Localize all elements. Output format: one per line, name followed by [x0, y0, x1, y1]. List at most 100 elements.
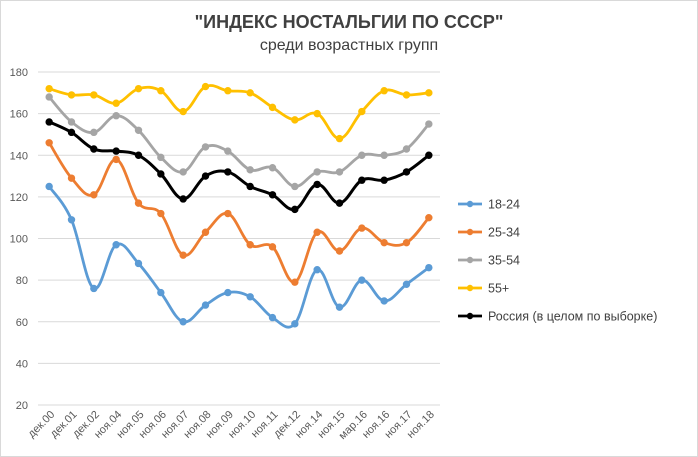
data-point — [224, 288, 232, 297]
data-point — [291, 182, 299, 191]
data-point — [246, 241, 254, 249]
data-point — [45, 118, 53, 126]
data-point — [380, 87, 388, 95]
data-point — [112, 112, 120, 120]
data-point — [201, 143, 210, 151]
data-point — [112, 241, 120, 249]
legend-swatch-marker — [466, 312, 474, 320]
data-point — [268, 164, 277, 172]
data-point — [45, 93, 53, 101]
data-point — [90, 91, 98, 99]
legend-swatch-marker — [466, 228, 474, 236]
data-point — [67, 91, 76, 99]
chart-title: "ИНДЕКС НОСТАЛЬГИИ ПО СССР" — [194, 12, 504, 32]
data-point — [157, 153, 165, 162]
data-point — [313, 180, 321, 189]
legend-label: 18-24 — [488, 198, 520, 212]
data-point — [380, 238, 388, 247]
data-point — [358, 276, 366, 284]
data-point — [313, 109, 321, 118]
data-point — [134, 199, 143, 207]
series-4 — [45, 82, 433, 143]
legend-label: 55+ — [488, 282, 509, 296]
data-point — [179, 195, 187, 203]
data-point — [425, 89, 433, 97]
legend-item: Россия (в целом по выборке) — [458, 310, 657, 324]
data-point — [268, 243, 277, 251]
legend-swatch-marker — [466, 200, 474, 208]
data-point — [268, 313, 277, 322]
legend-label: 25-34 — [488, 226, 520, 240]
legend-swatch-marker — [466, 284, 474, 292]
data-point — [112, 147, 120, 155]
legend-label: Россия (в целом по выборке) — [488, 310, 657, 324]
data-point — [201, 228, 210, 236]
series-1 — [45, 182, 433, 329]
data-point — [67, 128, 76, 137]
data-point — [402, 280, 411, 288]
data-point — [112, 99, 120, 107]
data-point — [380, 297, 388, 305]
data-point — [45, 139, 53, 147]
series-line — [47, 185, 431, 329]
data-point — [134, 151, 143, 159]
data-point — [313, 266, 321, 274]
data-point — [335, 303, 344, 311]
legend-swatch-marker — [466, 256, 474, 264]
legend: 18-24 25-34 35-54 55+ Россия (в целом по выб… — [458, 198, 657, 324]
y-tick-label: 20 — [16, 400, 28, 412]
series-line — [47, 141, 431, 284]
series-line — [47, 84, 431, 140]
data-point — [201, 82, 210, 91]
x-axis: дек.00дек.01дек.02ноя.04ноя.05ноя.06ноя.… — [26, 409, 437, 442]
data-point — [335, 134, 344, 143]
data-point — [402, 168, 411, 176]
data-point — [45, 84, 53, 93]
series-2 — [45, 139, 433, 286]
data-point — [201, 172, 210, 180]
data-point — [179, 318, 187, 326]
data-point — [291, 320, 299, 328]
data-point — [291, 278, 299, 286]
data-point — [268, 191, 277, 199]
data-point — [402, 91, 411, 99]
data-point — [425, 151, 433, 159]
data-point — [246, 166, 254, 174]
data-point — [90, 128, 98, 137]
y-tick-label: 80 — [16, 275, 28, 287]
data-point — [402, 145, 411, 153]
data-point — [112, 155, 120, 164]
data-point — [224, 209, 232, 218]
data-point — [179, 168, 187, 176]
data-point — [335, 168, 344, 176]
y-tick-label: 40 — [16, 358, 28, 370]
data-point — [67, 216, 76, 224]
legend-item: 25-34 — [458, 226, 520, 240]
data-point — [358, 107, 366, 116]
data-point — [67, 118, 76, 126]
data-point — [224, 147, 232, 155]
data-point — [157, 209, 165, 218]
data-point — [67, 174, 76, 182]
y-tick-label: 100 — [10, 234, 28, 246]
legend-item: 55+ — [458, 282, 509, 296]
data-point — [268, 103, 277, 112]
data-point — [201, 301, 210, 309]
data-point — [335, 199, 344, 207]
data-point — [90, 284, 98, 293]
gridlines — [38, 71, 440, 406]
series-lines — [45, 82, 433, 329]
series-5 — [45, 118, 433, 214]
data-point — [224, 87, 232, 95]
data-point — [246, 293, 254, 301]
data-point — [425, 263, 433, 272]
data-point — [402, 238, 411, 247]
legend-item: 35-54 — [458, 254, 520, 268]
data-point — [380, 151, 388, 159]
y-tick-label: 60 — [16, 317, 28, 329]
y-tick-label: 140 — [10, 150, 28, 162]
data-point — [179, 251, 187, 259]
data-point — [246, 89, 254, 97]
